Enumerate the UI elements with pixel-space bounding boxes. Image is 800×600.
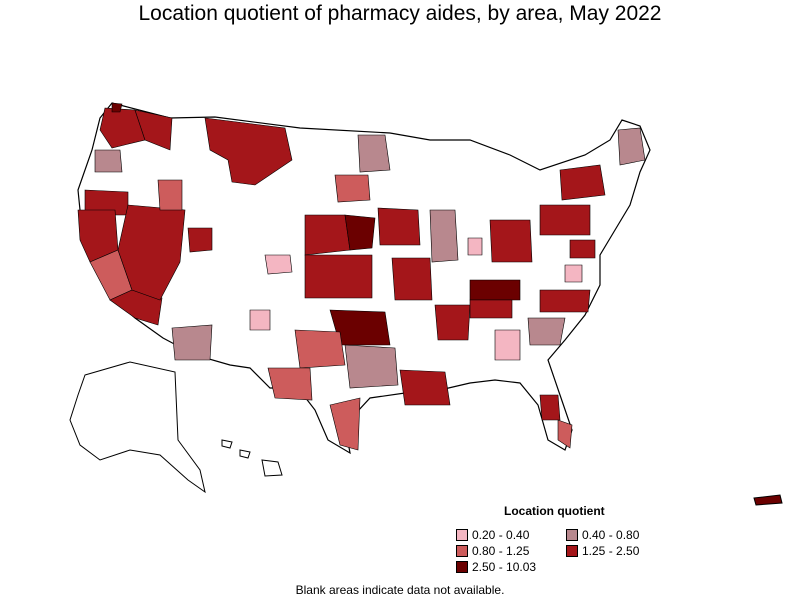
region-north-dakota-east [357, 134, 391, 173]
region-idaho-sw [157, 179, 183, 211]
region-arizona-south [171, 324, 213, 361]
region-texas-coast [329, 397, 361, 451]
region-indiana-pink [467, 237, 483, 256]
legend-label-2: 0.80 - 1.25 [472, 544, 530, 558]
region-missouri [391, 257, 433, 301]
legend-label-0: 0.20 - 0.40 [472, 528, 530, 542]
legend-swatch-0 [456, 529, 468, 541]
legend-item-0: 0.20 - 0.40 [456, 528, 529, 542]
region-washington-east [134, 109, 173, 151]
region-virginia-pink [564, 264, 583, 283]
region-kansas [304, 254, 373, 299]
region-pennsylvania [539, 204, 591, 236]
region-nevada [117, 204, 186, 301]
region-maryland [569, 239, 596, 259]
region-new-york [559, 164, 606, 201]
hawaii-islands [221, 439, 283, 477]
legend-item-2: 0.80 - 1.25 [456, 544, 529, 558]
region-texas-north [294, 329, 346, 369]
legend-label-4: 2.50 - 10.03 [472, 560, 537, 574]
region-california-south [109, 289, 163, 326]
region-kentucky-tennessee [469, 279, 521, 301]
region-new-mexico-pink [249, 309, 271, 331]
region-washington-north [111, 102, 123, 113]
legend-label-1: 0.40 - 0.80 [582, 528, 640, 542]
region-colorado-pink [264, 254, 293, 275]
region-louisiana [399, 369, 451, 406]
region-south-carolina [527, 317, 566, 346]
region-nebraska [304, 214, 351, 256]
legend-swatch-3 [566, 545, 578, 557]
region-tennessee-west [469, 299, 513, 319]
legend-swatch-2 [456, 545, 468, 557]
legend-swatch-4 [456, 561, 468, 573]
region-iowa [377, 207, 421, 246]
region-ohio [489, 219, 533, 263]
map-title: Location quotient of pharmacy aides, by … [138, 2, 662, 25]
footnote: Blank areas indicate data not available. [295, 583, 505, 597]
region-maine [617, 127, 646, 166]
region-texas-east [344, 344, 399, 389]
region-north-carolina [539, 289, 591, 313]
region-illinois [429, 209, 459, 263]
legend-item-1: 0.40 - 0.80 [566, 528, 639, 542]
region-georgia-pink [494, 329, 521, 361]
legend-swatch-1 [566, 529, 578, 541]
region-utah-northeast [187, 227, 213, 253]
region-oregon-north [94, 149, 123, 173]
legend-label-3: 1.25 - 2.50 [582, 544, 640, 558]
region-texas-west [267, 367, 313, 401]
alaska-outline [69, 361, 206, 494]
region-montana-north [204, 117, 293, 186]
region-south-dakota-east [334, 174, 371, 203]
region-florida-north [539, 394, 561, 421]
region-arkansas [434, 304, 471, 341]
region-florida-south [557, 419, 573, 449]
puerto-rico [753, 494, 783, 506]
legend-item-4: 2.50 - 10.03 [456, 560, 536, 574]
legend-item-3: 1.25 - 2.50 [566, 544, 639, 558]
region-nebraska-east [344, 214, 376, 251]
legend-title: Location quotient [504, 504, 605, 518]
region-washington-west [99, 107, 146, 149]
